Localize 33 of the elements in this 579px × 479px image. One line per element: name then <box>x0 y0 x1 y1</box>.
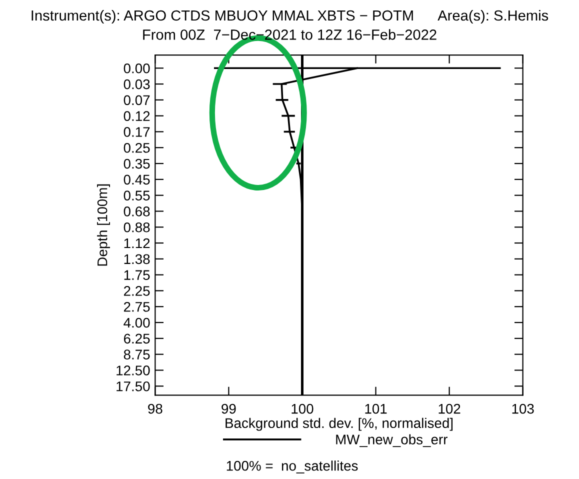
y-axis-title: Depth [100m] <box>97 184 110 266</box>
y-tick-label: 0.07 <box>124 95 150 106</box>
x-tick-label: 98 <box>148 404 162 414</box>
y-tick-label: 1.38 <box>124 254 150 264</box>
y-tick-label: 17.50 <box>116 381 150 392</box>
y-tick-label: 0.88 <box>124 222 150 232</box>
y-tick-label: 4.00 <box>124 318 150 328</box>
y-tick-label: 0.45 <box>124 174 150 185</box>
y-tick-label: 0.17 <box>124 127 150 137</box>
x-tick-label: 103 <box>512 404 534 414</box>
y-tick-label: 0.35 <box>124 158 150 169</box>
y-tick-label: 8.75 <box>124 350 150 360</box>
y-tick-label: 12.50 <box>116 366 150 376</box>
x-tick-label: 99 <box>222 404 236 414</box>
y-tick-label: 1.12 <box>124 238 150 248</box>
y-tick-label: 2.75 <box>124 302 150 312</box>
text: 100% = no_satellites <box>226 460 358 474</box>
chart-title: Instrument(s): ARGO CTDS MBUOY MMAL XBTS − POTM Area(s): S.Hemis <box>32 10 548 24</box>
x-axis-title: Background std. dev. [%, normalised] <box>226 418 453 431</box>
text: MW_new_obs_err <box>336 434 448 448</box>
y-tick-label: 0.12 <box>124 111 150 121</box>
y-tick-label: 1.75 <box>124 270 150 280</box>
y-tick-label: 0.03 <box>124 79 150 90</box>
y-tick-label: 0.55 <box>124 190 150 200</box>
y-tick-label: 2.25 <box>124 286 150 296</box>
chart-subtitle: From 00Z 7−Dec−2021 to 12Z 16−Feb−2022 <box>143 29 436 40</box>
y-tick-label: 6.25 <box>124 334 150 344</box>
x-tick-label: 100 <box>292 404 314 414</box>
x-tick-label: 101 <box>365 404 387 414</box>
y-tick-label: 0.25 <box>124 142 150 153</box>
y-tick-label: 0.00 <box>124 63 150 74</box>
x-tick-label: 102 <box>438 404 460 414</box>
y-tick-label: 0.68 <box>124 206 150 216</box>
